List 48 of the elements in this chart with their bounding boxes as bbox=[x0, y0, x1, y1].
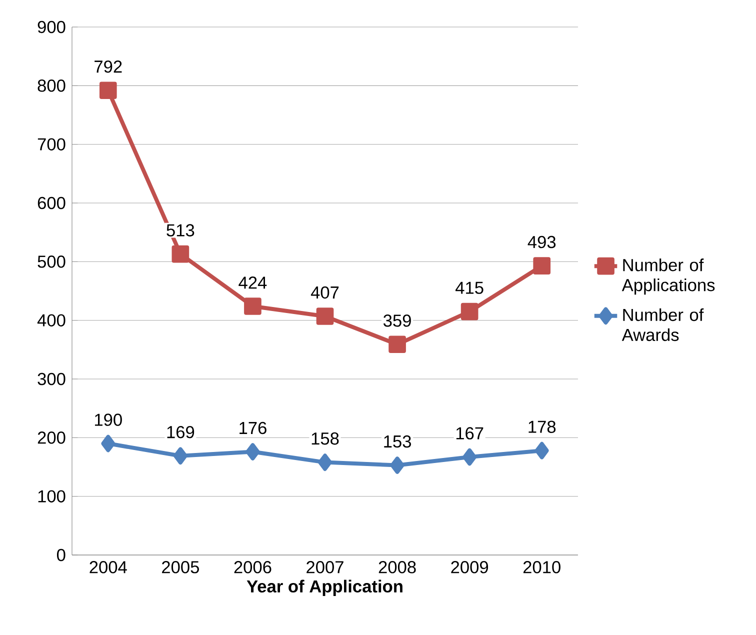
x-tick-label: 2008 bbox=[378, 561, 416, 574]
point bbox=[533, 257, 551, 274]
data-label: 190 bbox=[95, 414, 122, 426]
data-label: 792 bbox=[94, 60, 122, 73]
data-label: 158 bbox=[312, 432, 339, 445]
point bbox=[246, 443, 260, 460]
point bbox=[390, 456, 404, 474]
point bbox=[244, 298, 262, 315]
point bbox=[460, 302, 478, 320]
y-tick-label: 0 bbox=[56, 548, 66, 562]
point bbox=[462, 448, 477, 466]
point bbox=[101, 434, 116, 452]
y-tick-label: 600 bbox=[38, 196, 66, 210]
x-tick-label: 2007 bbox=[306, 561, 344, 574]
x-tick-label: 2004 bbox=[90, 561, 127, 574]
data-label: 178 bbox=[528, 420, 556, 433]
x-axis-title: Year of Application bbox=[246, 580, 402, 596]
x-tick-label: 2010 bbox=[523, 561, 560, 574]
y-tick-label: 100 bbox=[38, 490, 66, 502]
data-label: 176 bbox=[240, 422, 266, 434]
y-tick-label: 300 bbox=[38, 372, 66, 386]
data-label: 415 bbox=[456, 282, 484, 294]
legend-label: Number of Awards bbox=[622, 308, 704, 342]
x-tick-label: 2006 bbox=[234, 561, 272, 574]
point bbox=[172, 245, 190, 263]
data-label: 167 bbox=[456, 427, 484, 440]
y-tick-label: 500 bbox=[38, 256, 66, 268]
data-label: 359 bbox=[383, 314, 411, 327]
x-tick-label: 2009 bbox=[451, 561, 488, 574]
data-label: 169 bbox=[167, 426, 194, 438]
point bbox=[318, 454, 332, 471]
point bbox=[173, 447, 188, 465]
y-tick-label: 900 bbox=[38, 20, 66, 34]
data-label: 513 bbox=[166, 224, 194, 236]
point bbox=[534, 442, 549, 460]
point bbox=[316, 308, 334, 325]
y-tick-label: 800 bbox=[38, 80, 66, 92]
point bbox=[388, 336, 406, 354]
y-tick-label: 200 bbox=[38, 432, 66, 444]
y-tick-label: 700 bbox=[38, 138, 66, 150]
data-label: 407 bbox=[310, 286, 339, 299]
x-tick-label: 2005 bbox=[162, 561, 199, 574]
data-label: 424 bbox=[238, 276, 267, 289]
point bbox=[99, 82, 117, 100]
legend-label: Number of Applications bbox=[622, 258, 715, 295]
data-label: 153 bbox=[384, 435, 411, 448]
y-tick-label: 400 bbox=[37, 314, 66, 326]
data-label: 493 bbox=[528, 236, 556, 248]
